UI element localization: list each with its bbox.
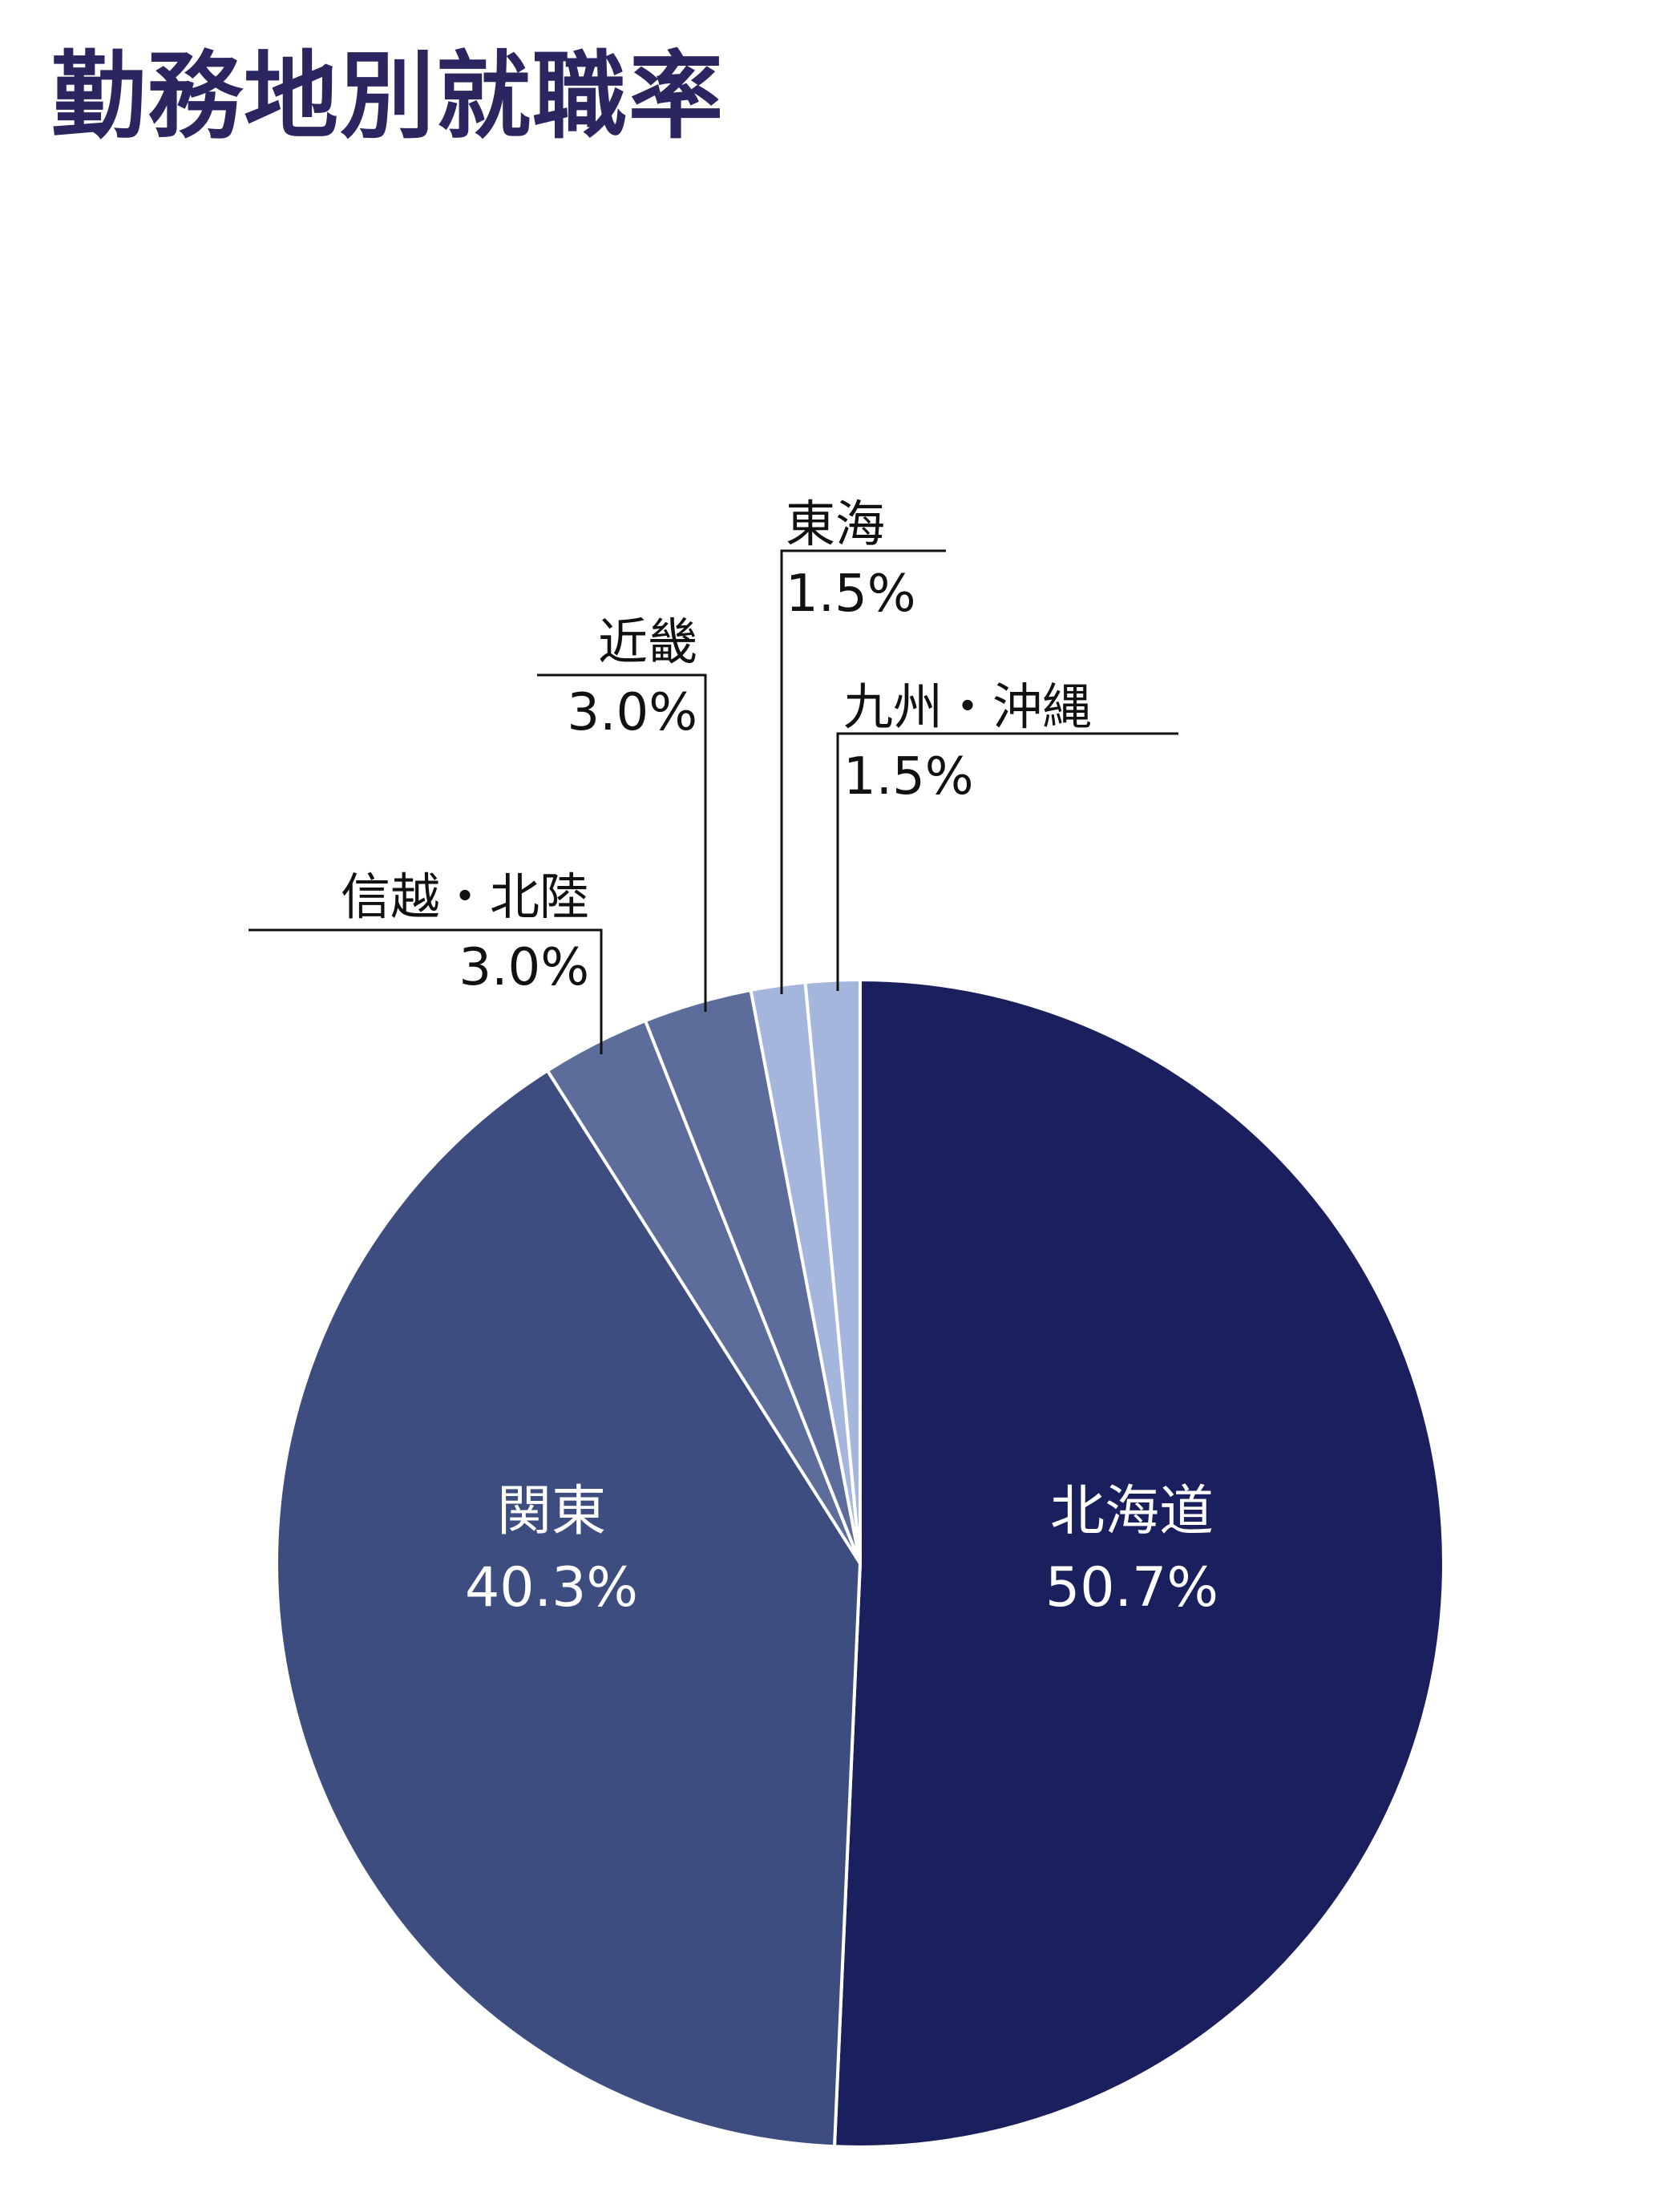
leader-line-3 — [537, 673, 707, 1012]
slice-value-label-1: 40.3% — [465, 1556, 638, 1620]
slice-value-label-4: 1.5% — [786, 564, 916, 624]
slice-label-2: 信越・北陸 — [341, 867, 589, 926]
pie-slices — [275, 978, 1445, 2149]
pie-slice-1 — [275, 1069, 862, 2149]
slice-label-5: 九州・沖縄 — [843, 677, 1092, 736]
slice-value-label-3: 3.0% — [567, 683, 697, 742]
page-title: 勤務地別就職率 — [51, 41, 725, 152]
pie-slice-5 — [803, 978, 862, 1565]
slice-value-label-2: 3.0% — [459, 938, 589, 997]
leader-line-4 — [780, 549, 946, 994]
leader-line-5 — [836, 732, 1178, 991]
pie-slice-0 — [832, 978, 1445, 2149]
slice-value-label-5: 1.5% — [843, 747, 974, 807]
slice-label-0: 北海道 — [1050, 1480, 1214, 1543]
slice-value-label-0: 50.7% — [1045, 1556, 1218, 1620]
slice-label-3: 近畿 — [598, 613, 697, 671]
slice-label-4: 東海 — [786, 495, 885, 553]
leader-line-2 — [249, 928, 603, 1054]
slice-labels: 北海道 50.7% 関東 40.3% 信越・北陸 3.0% 近畿 3.0% 東海 1.5% 九州・沖… — [341, 495, 1218, 1620]
leader-lines — [249, 549, 1178, 1054]
slice-label-1: 関東 — [497, 1480, 606, 1543]
